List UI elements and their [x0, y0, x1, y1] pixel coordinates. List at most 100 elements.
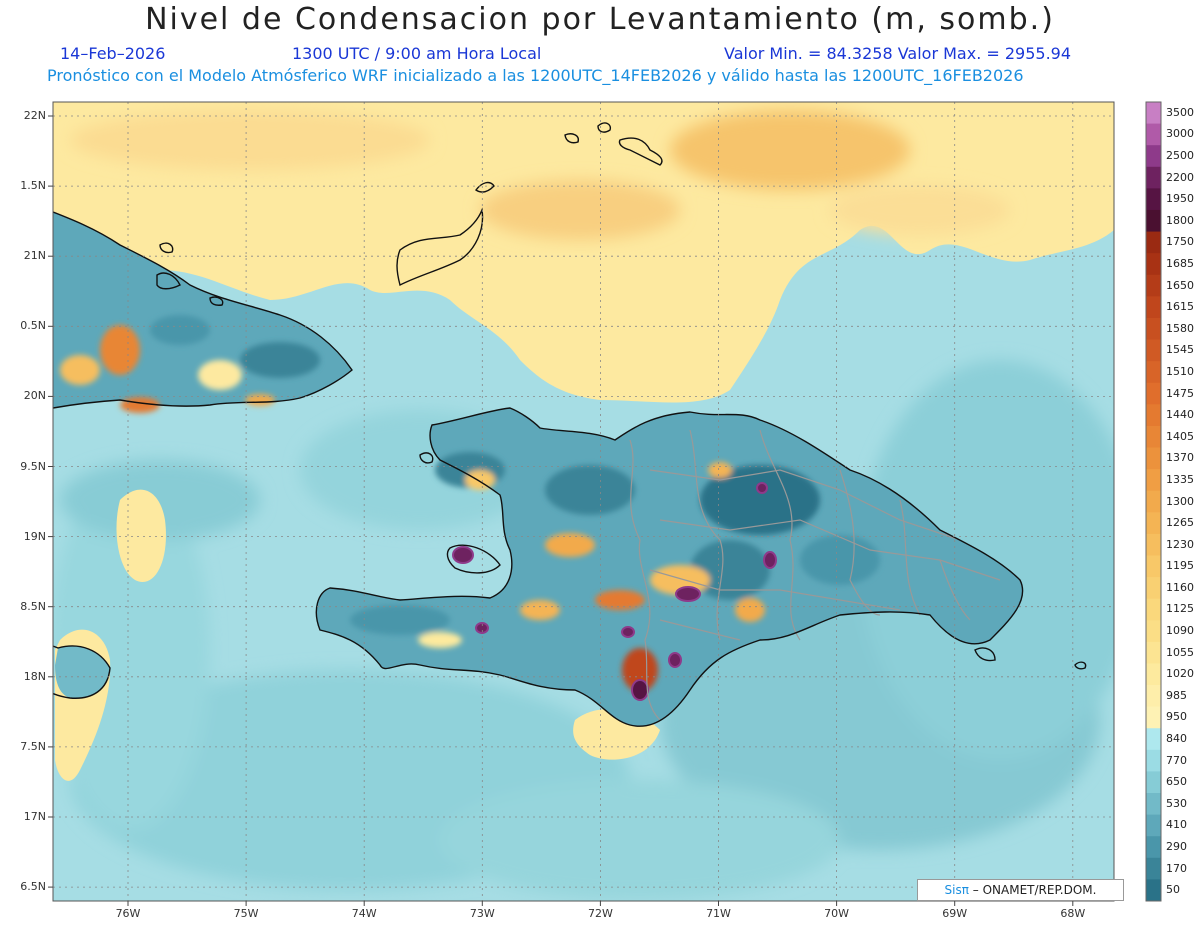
colorbar-swatch	[1146, 641, 1161, 664]
colorbar-swatch	[1146, 620, 1161, 643]
min-max-values: Valor Min. = 84.3258 Valor Max. = 2955.9…	[724, 44, 1072, 63]
colorbar-label: 1160	[1166, 580, 1194, 594]
colorbar-label: 1800	[1166, 213, 1194, 227]
lon-label: 76W	[115, 907, 141, 920]
sispi-logo-text: Sisπ	[944, 883, 969, 897]
high-lcl-core	[70, 110, 1010, 240]
colorbar-swatch	[1146, 404, 1161, 427]
colorbar-swatch	[1146, 793, 1161, 816]
lat-label: 17N	[23, 810, 46, 823]
lon-label: 69W	[942, 907, 968, 920]
colorbar-swatch	[1146, 490, 1161, 513]
lat-label: 7.5N	[20, 739, 46, 753]
colorbar-label: 410	[1166, 818, 1187, 832]
colorbar-frame	[1145, 101, 1162, 902]
lat-label: 21N	[23, 249, 46, 263]
colorbar-swatch	[1146, 425, 1161, 449]
map-field	[53, 102, 1114, 901]
colorbar-label: 3000	[1166, 127, 1194, 141]
hispaniola-coast	[315, 407, 1024, 727]
model-subtitle: Pronóstico con el Modelo Atmósferico WRF…	[47, 66, 1024, 85]
yellow-patch-west	[116, 489, 166, 582]
lat-label: 22N	[23, 109, 46, 122]
colorbar-swatch	[1146, 231, 1161, 254]
lat-label: 20N	[23, 389, 46, 403]
lon-label: 72W	[587, 907, 613, 920]
colorbar-label: 1055	[1166, 645, 1194, 659]
colorbar-label: 1300	[1166, 494, 1194, 508]
colorbar-swatch	[1146, 577, 1161, 600]
colorbar-swatch	[1146, 706, 1161, 729]
colorbar-swatch	[1146, 879, 1161, 902]
colorbar-swatch	[1146, 145, 1161, 168]
colorbar-label: 3500	[1166, 105, 1194, 119]
colorbar-swatch	[1146, 814, 1161, 837]
lat-label: 1.5N	[20, 179, 46, 193]
lat-label: 6.5N	[20, 880, 46, 894]
colorbar-swatch	[1146, 749, 1161, 772]
colorbar-label: 530	[1166, 796, 1187, 810]
lat-label: 18N	[23, 669, 46, 683]
colorbar-label: 770	[1166, 753, 1187, 767]
forecast-date: 14–Feb–2026	[60, 44, 166, 63]
lon-label: 74W	[351, 907, 377, 920]
colorbar-label: 1650	[1166, 278, 1194, 292]
colorbar-swatch	[1146, 447, 1161, 470]
colorbar-label: 840	[1166, 732, 1187, 746]
colorbar-label: 290	[1166, 840, 1187, 853]
lon-label: 70W	[824, 907, 850, 920]
map-title: Nivel de Condensacion por Levantamiento …	[145, 2, 1055, 37]
colorbar-label: 2200	[1166, 170, 1194, 184]
colorbar-swatch	[1146, 598, 1161, 621]
hispaniola-shading	[350, 452, 880, 692]
colorbar-swatch	[1146, 555, 1161, 578]
colorbar-label: 1265	[1166, 516, 1194, 530]
colorbar-swatch	[1146, 102, 1161, 125]
colorbar-label: 985	[1166, 688, 1187, 702]
map-frame	[52, 101, 1115, 902]
lat-label: 8.5N	[20, 599, 46, 613]
axis-ticks	[48, 115, 1074, 906]
colorbar-swatch	[1146, 253, 1161, 276]
colorbar-label: 1230	[1166, 537, 1194, 551]
colorbar-label: 950	[1166, 710, 1187, 724]
coastlines	[53, 122, 1087, 727]
jamaica-coast	[53, 645, 111, 699]
lon-label: 71W	[706, 907, 731, 920]
onamet-credit: – ONAMET/REP.DOM.	[972, 883, 1097, 897]
colorbar-swatch	[1146, 685, 1161, 708]
colorbar-label: 1580	[1166, 321, 1194, 335]
colorbar-swatch	[1146, 512, 1161, 535]
lon-label: 73W	[469, 907, 495, 920]
cuba-coast	[53, 211, 353, 409]
colorbar-label: 1440	[1166, 408, 1194, 422]
jamaica-land	[55, 646, 110, 699]
colorbar-swatch	[1146, 209, 1161, 233]
gonave-coast	[446, 544, 501, 574]
colorbar-label: 1615	[1166, 300, 1194, 314]
bahamas-coast-1	[396, 207, 484, 287]
colorbar-swatch	[1146, 188, 1161, 211]
colorbar-swatch	[1146, 533, 1161, 556]
colorbar-label: 2500	[1166, 148, 1194, 162]
colorbar-label: 1405	[1166, 429, 1194, 443]
colorbar-swatch	[1146, 469, 1161, 492]
colorbar-swatch	[1146, 663, 1161, 686]
colorbar-label: 1370	[1166, 451, 1194, 465]
colorbar-swatch	[1146, 836, 1161, 859]
colorbar-label: 1335	[1166, 472, 1194, 486]
colorbar-label: 1125	[1166, 602, 1194, 616]
colorbar-label: 1090	[1166, 624, 1194, 638]
colorbar-swatch	[1146, 728, 1161, 751]
colorbar-swatch	[1146, 771, 1161, 794]
credit-box: Sisπ – ONAMET/REP.DOM.	[917, 879, 1124, 901]
lat-label: 0.5N	[20, 319, 46, 333]
colorbar-swatch	[1146, 382, 1161, 405]
forecast-time: 1300 UTC / 9:00 am Hora Local	[292, 44, 542, 63]
colorbar-swatch	[1146, 361, 1161, 384]
colorbar-label: 1685	[1166, 256, 1194, 270]
colorbar-label: 1475	[1166, 386, 1194, 400]
colorbar-swatch	[1146, 166, 1161, 189]
lat-label: 9.5N	[20, 459, 46, 473]
